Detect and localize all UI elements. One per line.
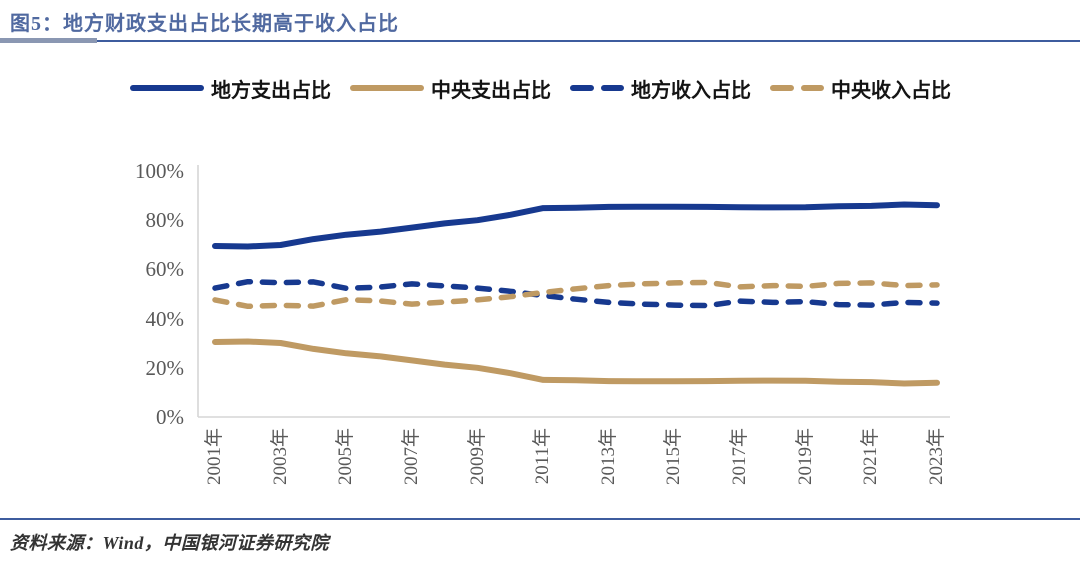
series-line-3	[212, 279, 940, 310]
y-tick-label: 80%	[145, 208, 185, 233]
legend-item-1: 中央支出占比	[349, 74, 551, 103]
y-tick-label: 0%	[156, 405, 184, 429]
title-divider	[0, 40, 1080, 42]
x-tick-label: 2001年	[204, 428, 225, 486]
dashed-line-swatch-icon	[770, 85, 824, 91]
legend-item-0: 地方支出占比	[129, 74, 331, 103]
legend-label: 中央支出占比	[431, 79, 551, 102]
x-tick-label: 2017年	[729, 428, 751, 486]
legend-label: 地方收入占比	[631, 79, 751, 102]
dashed-line-swatch-icon	[570, 85, 624, 91]
x-tick-label: 2023年	[925, 428, 947, 486]
chart-legend: 地方支出占比 中央支出占比 地方收入占比 中央收入占比	[0, 72, 1080, 104]
legend-item-2: 地方收入占比	[569, 74, 751, 103]
legend-item-3: 中央收入占比	[769, 74, 951, 103]
x-tick-label: 2005年	[335, 428, 357, 486]
solid-line-swatch-icon	[350, 85, 424, 91]
legend-label: 中央收入占比	[831, 79, 951, 102]
source-note: 资料来源：Wind，中国银河证券研究院	[10, 533, 329, 553]
solid-line-swatch-icon	[130, 85, 204, 91]
x-tick-label: 2021年	[860, 428, 882, 486]
x-tick-label: 2013年	[597, 428, 619, 486]
x-tick-label: 2009年	[466, 428, 488, 486]
x-tick-label: 2019年	[794, 428, 816, 486]
x-tick-label: 2007年	[400, 428, 422, 486]
legend-label: 地方支出占比	[211, 79, 331, 102]
x-tick-label: 2011年	[532, 428, 554, 485]
y-tick-label: 20%	[145, 355, 185, 380]
series-line-1	[212, 338, 940, 387]
y-tick-label: 100%	[135, 159, 184, 183]
title-divider-accent	[0, 38, 97, 43]
chart-title: 图5：地方财政支出占比长期高于收入占比	[10, 13, 399, 35]
footer-divider	[0, 518, 1080, 520]
x-tick-label: 2015年	[663, 428, 685, 486]
y-tick-label: 60%	[145, 257, 185, 282]
y-tick-label: 40%	[145, 306, 185, 331]
series-line-2	[212, 278, 940, 309]
x-tick-label: 2003年	[269, 428, 291, 486]
series-line-0	[212, 201, 940, 250]
